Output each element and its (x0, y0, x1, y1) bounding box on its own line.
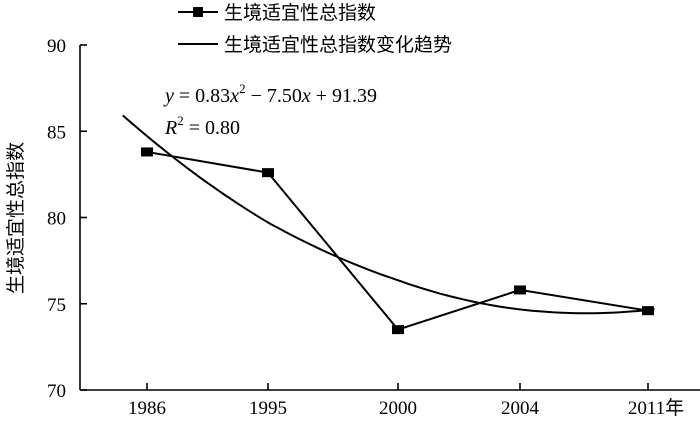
data-point-marker (392, 325, 404, 335)
data-point-marker (642, 306, 654, 316)
eq-x-var-2: x (301, 85, 311, 107)
x-tick-label: 1995 (249, 398, 287, 419)
data-point-marker (262, 168, 274, 178)
r-squared: R2 = 0.80 (164, 113, 240, 139)
legend-trend-label: 生境适宜性总指数变化趋势 (224, 34, 452, 56)
eq-sign: = (174, 85, 195, 107)
y-tick-label: 75 (47, 295, 66, 316)
y-axis-label: 生境适宜性总指数 (5, 142, 27, 294)
data-point-marker (141, 147, 153, 157)
eq-exponent: 2 (239, 81, 246, 96)
eq-coef-b: 7.50 (267, 85, 302, 107)
x-tick-label: 2004 (501, 398, 540, 419)
data-point-marker (514, 285, 526, 295)
eq-x-var-1: x (229, 85, 239, 107)
y-ticks: 70 75 80 85 90 (47, 36, 87, 402)
series-line (146, 150, 649, 331)
legend-series-marker (193, 7, 203, 17)
series-markers (141, 147, 654, 335)
trend-curve (122, 114, 655, 315)
r-exponent: 2 (177, 113, 184, 128)
regression-equation: y = 0.83x2 − 7.50x + 91.39 (163, 81, 377, 107)
legend: 生境适宜性总指数 生境适宜性总指数变化趋势 (178, 2, 452, 56)
r-value: 0.80 (205, 117, 240, 139)
eq-coef-c: 91.39 (332, 85, 377, 107)
eq-plus: + (311, 85, 332, 107)
legend-series-label: 生境适宜性总指数 (224, 2, 376, 24)
x-tick-label: 1986 (128, 398, 166, 419)
eq-y-var: y (163, 85, 174, 107)
y-tick-label: 70 (47, 381, 66, 402)
eq-coef-a: 0.83 (195, 85, 230, 107)
x-ticks: 1986 1995 2000 2004 2011年 (128, 383, 684, 419)
r-var: R (164, 117, 177, 139)
eq-minus: − (246, 85, 267, 107)
y-tick-label: 80 (47, 209, 66, 230)
y-tick-label: 85 (47, 122, 66, 143)
r-sign: = (184, 117, 205, 139)
y-tick-label: 90 (47, 36, 66, 57)
x-tick-label: 2011年 (628, 397, 684, 419)
x-tick-label: 2000 (379, 398, 417, 419)
